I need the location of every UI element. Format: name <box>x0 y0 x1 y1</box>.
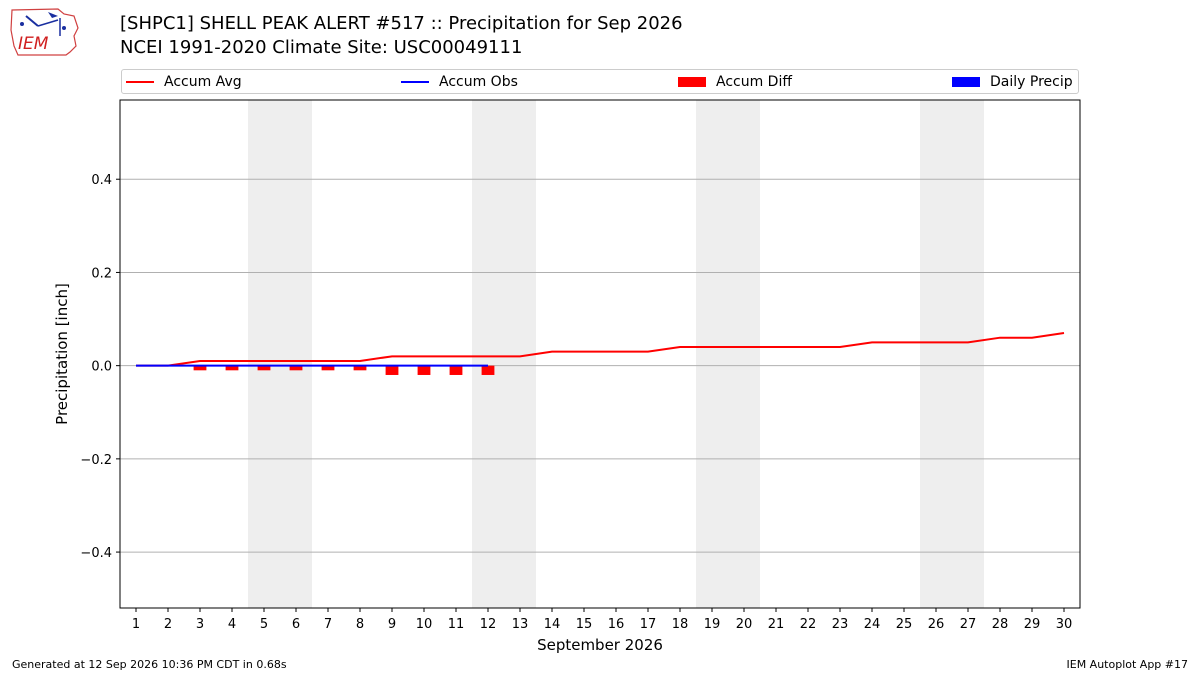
x-tick-label-26: 26 <box>928 617 945 632</box>
x-tick-label-13: 13 <box>512 617 529 632</box>
weekend-shade-3 <box>920 100 984 608</box>
accum-diff-bar-11 <box>449 365 463 375</box>
x-tick-label-15: 15 <box>576 617 593 632</box>
weekend-shade-0 <box>248 100 312 608</box>
x-axis-ticks: 1 2 3 4 5 6 7 8 9 10 11 12 13 14 15 16 17 18 19 20 21 22 23 24 2… <box>132 608 1072 632</box>
x-tick-label-4: 4 <box>228 617 236 632</box>
x-tick-label-24: 24 <box>864 617 881 632</box>
series-lines <box>136 332 1065 367</box>
x-tick-label-29: 29 <box>1024 617 1041 632</box>
accum-diff-bar-9 <box>385 365 399 375</box>
x-tick-label-17: 17 <box>640 617 657 632</box>
footer-generated: Generated at 12 Sep 2026 10:36 PM CDT in… <box>12 658 287 671</box>
y-tick-label-4: 0.4 <box>91 173 112 188</box>
x-tick-label-14: 14 <box>544 617 561 632</box>
y-tick-label-2: 0.0 <box>91 360 112 375</box>
chart-title: [SHPC1] SHELL PEAK ALERT #517 :: Precipi… <box>120 13 683 34</box>
accum-diff-bar-7 <box>321 365 335 371</box>
y-axis-label: Precipitation [inch] <box>53 283 71 425</box>
x-tick-label-16: 16 <box>608 617 625 632</box>
x-tick-label-1: 1 <box>132 617 140 632</box>
accum-diff-bar-3 <box>193 365 207 371</box>
weekend-shade-2 <box>696 100 760 608</box>
y-tick-label-0: −0.4 <box>80 546 112 561</box>
y-tick-label-3: 0.2 <box>91 266 112 281</box>
x-tick-label-20: 20 <box>736 617 753 632</box>
grid-lines <box>120 178 1080 553</box>
accum-diff-bar-4 <box>225 365 239 371</box>
accum-diff-bar-8 <box>353 365 367 371</box>
legend-item-accum-diff: Accum Diff <box>678 70 792 93</box>
x-axis-label: September 2026 <box>537 636 663 654</box>
x-tick-label-9: 9 <box>388 617 396 632</box>
legend-item-daily-precip: Daily Precip <box>952 70 1073 93</box>
x-tick-label-10: 10 <box>416 617 433 632</box>
x-tick-label-12: 12 <box>480 617 497 632</box>
x-tick-label-28: 28 <box>992 617 1009 632</box>
legend-item-accum-avg: Accum Avg <box>126 70 242 93</box>
legend-swatch-accum-avg <box>126 80 154 83</box>
legend-label-accum-avg: Accum Avg <box>164 73 242 90</box>
accum-diff-bar-6 <box>289 365 303 371</box>
legend-swatch-daily-precip <box>952 76 980 87</box>
x-tick-label-3: 3 <box>196 617 204 632</box>
legend-item-accum-obs: Accum Obs <box>401 70 518 93</box>
accum-diff-bars <box>193 365 495 375</box>
accum-diff-bar-10 <box>417 365 431 375</box>
legend-label-accum-obs: Accum Obs <box>439 73 518 90</box>
legend-swatch-accum-diff <box>678 76 706 87</box>
weekend-shade-1 <box>472 100 536 608</box>
weekend-shading <box>248 100 984 608</box>
x-tick-label-7: 7 <box>324 617 332 632</box>
x-tick-label-25: 25 <box>896 617 913 632</box>
accum-diff-bar-12 <box>481 365 495 375</box>
y-tick-label-1: −0.2 <box>80 453 112 468</box>
x-tick-label-5: 5 <box>260 617 268 632</box>
x-tick-label-27: 27 <box>960 617 977 632</box>
x-tick-label-8: 8 <box>356 617 364 632</box>
plot-frame <box>119 99 1081 609</box>
x-tick-label-22: 22 <box>800 617 817 632</box>
x-tick-label-30: 30 <box>1056 617 1073 632</box>
x-tick-label-2: 2 <box>164 617 172 632</box>
x-tick-label-21: 21 <box>768 617 785 632</box>
legend-label-accum-diff: Accum Diff <box>716 73 793 90</box>
chart-legend: Accum Avg Accum Obs Accum Diff Daily Pre… <box>121 69 1079 94</box>
x-tick-label-19: 19 <box>704 617 721 632</box>
chart-subtitle: NCEI 1991-2020 Climate Site: USC00049111 <box>120 37 523 58</box>
x-tick-label-18: 18 <box>672 617 689 632</box>
iem-logo: IEM <box>10 8 79 56</box>
legend-label-daily-precip: Daily Precip <box>990 73 1073 90</box>
x-tick-label-11: 11 <box>448 617 465 632</box>
accum-diff-bar-5 <box>257 365 271 371</box>
svg-text:IEM: IEM <box>18 34 49 54</box>
y-axis-ticks: −0.4 −0.2 0.0 0.2 0.4 <box>80 173 120 561</box>
x-tick-label-23: 23 <box>832 617 849 632</box>
legend-swatch-accum-obs <box>401 80 429 83</box>
footer-app-name: IEM Autoplot App #17 <box>1066 658 1189 671</box>
accum-avg-line <box>136 332 1065 367</box>
x-tick-label-6: 6 <box>292 617 300 632</box>
